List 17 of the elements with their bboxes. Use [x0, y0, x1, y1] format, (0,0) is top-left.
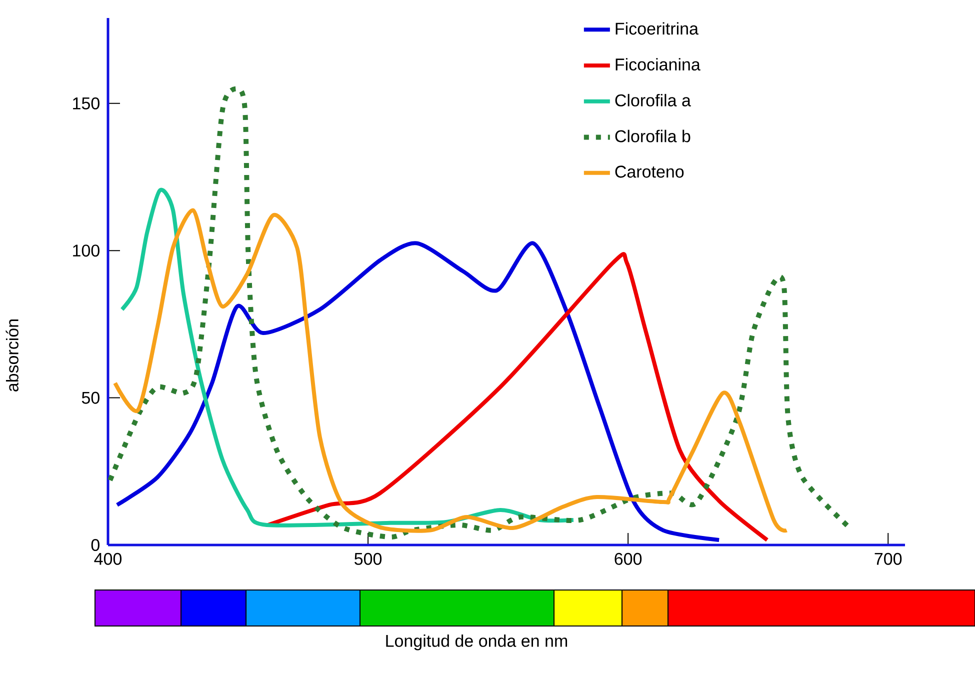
- line-series: [113, 208, 789, 533]
- x-tick-label: 400: [94, 552, 122, 565]
- y-tick-label: 150: [73, 97, 100, 110]
- y-axis-title: absorción: [6, 320, 18, 392]
- line-series: [115, 241, 722, 542]
- x-axis-title: Longitud de onda en nm: [386, 634, 568, 650]
- x-tick-label: 600: [614, 552, 642, 565]
- legend-label: Ficocianina: [616, 58, 700, 71]
- x-tick-label: 500: [354, 552, 382, 565]
- legend-label: Clorofila a: [615, 94, 691, 106]
- y-tick-label: 100: [73, 244, 100, 257]
- legend-label: Ficoeritrina: [616, 22, 698, 35]
- y-tick-label: 50: [82, 392, 100, 404]
- legend-label: Caroteno: [615, 166, 684, 178]
- y-tick-label: 0: [91, 538, 100, 552]
- x-tick-label: 700: [874, 552, 902, 565]
- legend-label: Clorofila b: [615, 130, 690, 142]
